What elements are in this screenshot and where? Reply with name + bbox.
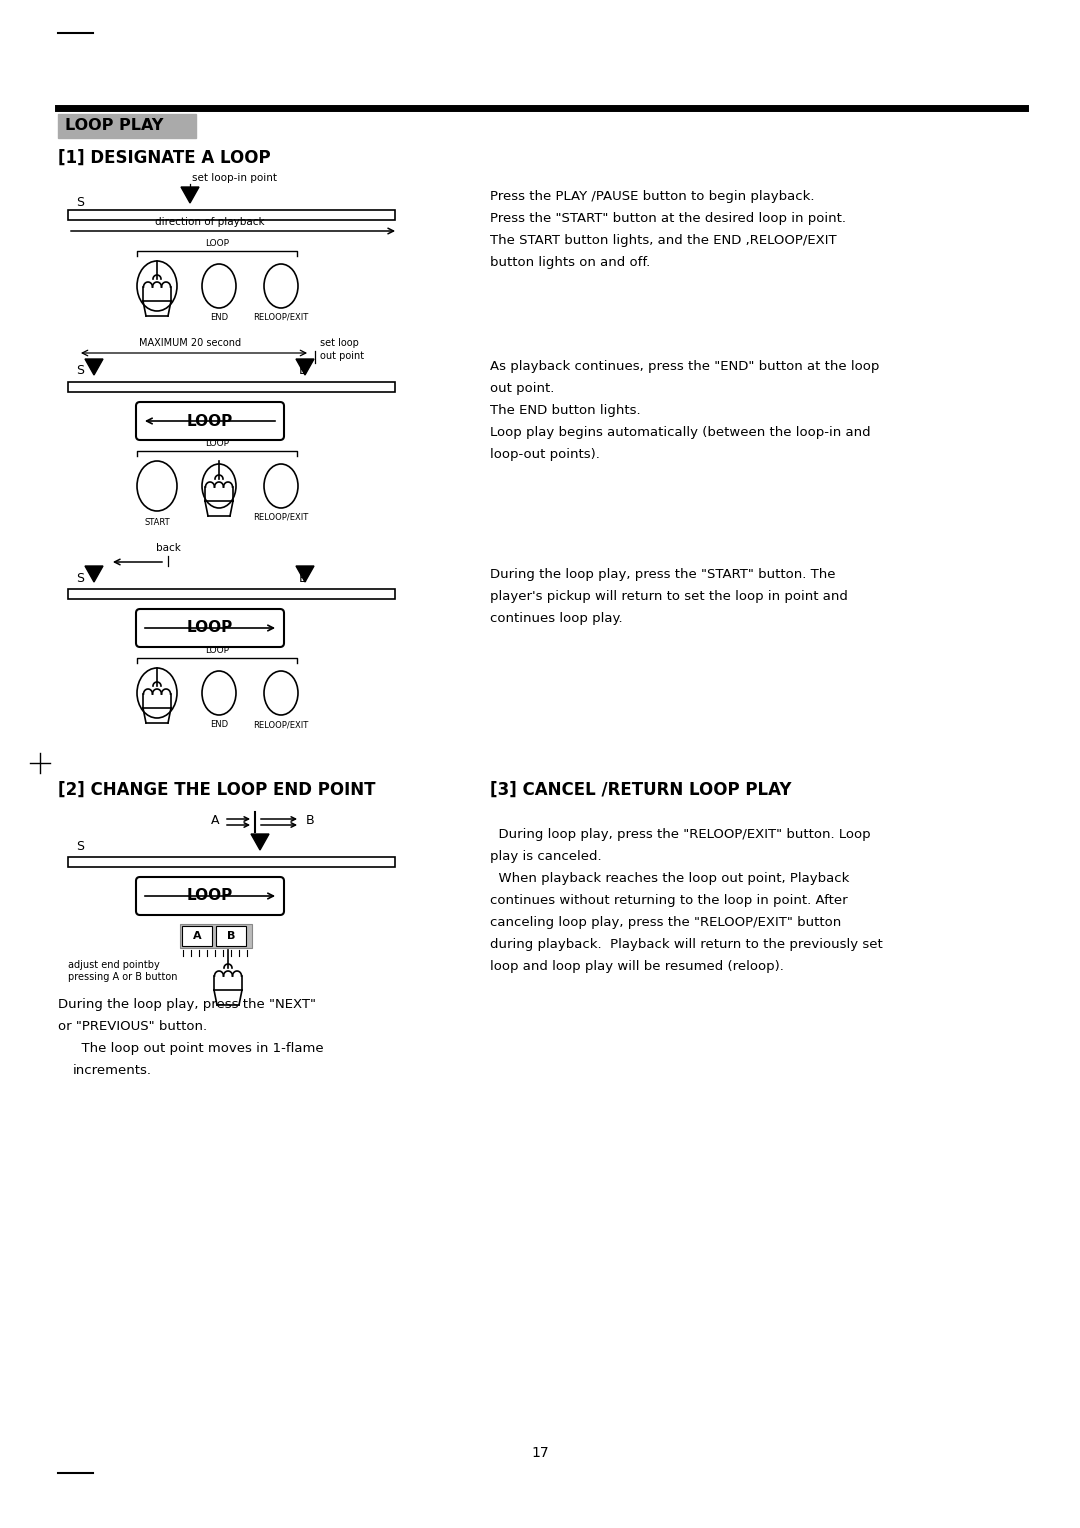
Text: During the loop play, press the "NEXT": During the loop play, press the "NEXT" <box>58 998 316 1012</box>
Bar <box>216 926 246 946</box>
Polygon shape <box>251 834 269 850</box>
Text: increments.: increments. <box>73 1063 152 1077</box>
Text: RELOOP/EXIT: RELOOP/EXIT <box>254 313 309 322</box>
FancyBboxPatch shape <box>136 877 284 915</box>
Text: [3] CANCEL /RETURN LOOP PLAY: [3] CANCEL /RETURN LOOP PLAY <box>490 781 792 799</box>
Text: direction of playback: direction of playback <box>156 217 265 228</box>
Bar <box>68 857 395 866</box>
Text: E: E <box>299 365 307 377</box>
Text: RELOOP/EXIT: RELOOP/EXIT <box>254 513 309 523</box>
Ellipse shape <box>137 668 177 718</box>
Bar <box>68 588 395 599</box>
Text: The loop out point moves in 1-flame: The loop out point moves in 1-flame <box>73 1042 324 1054</box>
Text: continues loop play.: continues loop play. <box>490 613 623 625</box>
Bar <box>68 209 395 220</box>
Text: END: END <box>210 720 228 729</box>
Text: START: START <box>145 518 170 527</box>
Text: Loop play begins automatically (between the loop-in and: Loop play begins automatically (between … <box>490 426 870 439</box>
Text: S: S <box>76 571 84 585</box>
Polygon shape <box>296 359 314 374</box>
Text: During the loop play, press the "START" button. The: During the loop play, press the "START" … <box>490 568 836 581</box>
Text: [2] CHANGE THE LOOP END POINT: [2] CHANGE THE LOOP END POINT <box>58 781 376 799</box>
Text: out point.: out point. <box>490 382 554 396</box>
Text: play is canceled.: play is canceled. <box>490 850 602 863</box>
Text: LOOP: LOOP <box>205 439 229 448</box>
Ellipse shape <box>202 264 237 309</box>
Text: continues without returning to the loop in point. After: continues without returning to the loop … <box>490 894 848 908</box>
Bar <box>58 115 195 138</box>
Text: canceling loop play, press the "RELOOP/EXIT" button: canceling loop play, press the "RELOOP/E… <box>490 915 841 929</box>
Text: B: B <box>227 931 235 941</box>
Text: pressing A or B button: pressing A or B button <box>68 972 177 983</box>
Text: LOOP: LOOP <box>187 414 233 428</box>
Text: or "PREVIOUS" button.: or "PREVIOUS" button. <box>58 1021 207 1033</box>
Polygon shape <box>296 565 314 582</box>
Text: player's pickup will return to set the loop in point and: player's pickup will return to set the l… <box>490 590 848 604</box>
Ellipse shape <box>264 465 298 507</box>
Text: E: E <box>299 571 307 585</box>
Text: LOOP: LOOP <box>187 620 233 636</box>
Ellipse shape <box>264 264 298 309</box>
FancyBboxPatch shape <box>136 610 284 646</box>
Text: during playback.  Playback will return to the previously set: during playback. Playback will return to… <box>490 938 882 950</box>
Text: LOOP: LOOP <box>205 646 229 656</box>
Text: LOOP: LOOP <box>187 888 233 903</box>
Text: LOOP PLAY: LOOP PLAY <box>65 119 163 133</box>
Text: A: A <box>211 813 219 827</box>
Text: As playback continues, press the "END" button at the loop: As playback continues, press the "END" b… <box>490 361 879 373</box>
Text: loop-out points).: loop-out points). <box>490 448 599 461</box>
Ellipse shape <box>264 671 298 715</box>
Text: The START button lights, and the END ,RELOOP/EXIT: The START button lights, and the END ,RE… <box>490 234 837 248</box>
Text: S: S <box>76 197 84 209</box>
Text: 17: 17 <box>531 1445 549 1459</box>
Text: MAXIMUM 20 second: MAXIMUM 20 second <box>139 338 241 348</box>
Polygon shape <box>181 186 199 203</box>
Text: A: A <box>192 931 201 941</box>
Text: B: B <box>306 813 314 827</box>
Text: loop and loop play will be resumed (reloop).: loop and loop play will be resumed (relo… <box>490 960 784 973</box>
Ellipse shape <box>137 261 177 312</box>
Ellipse shape <box>137 461 177 510</box>
Text: When playback reaches the loop out point, Playback: When playback reaches the loop out point… <box>490 872 849 885</box>
Ellipse shape <box>202 671 237 715</box>
Text: During loop play, press the "RELOOP/EXIT" button. Loop: During loop play, press the "RELOOP/EXIT… <box>490 828 870 840</box>
Text: Press the "START" button at the desired loop in point.: Press the "START" button at the desired … <box>490 212 846 225</box>
FancyBboxPatch shape <box>136 402 284 440</box>
Text: set loop-in point: set loop-in point <box>192 173 276 183</box>
Text: back: back <box>156 542 180 553</box>
Text: END: END <box>210 313 228 322</box>
Polygon shape <box>85 565 103 582</box>
Ellipse shape <box>202 465 237 507</box>
Text: [1] DESIGNATE A LOOP: [1] DESIGNATE A LOOP <box>58 150 271 167</box>
Text: button lights on and off.: button lights on and off. <box>490 257 650 269</box>
Text: set loop: set loop <box>320 338 359 348</box>
Text: adjust end pointby: adjust end pointby <box>68 960 160 970</box>
Text: The END button lights.: The END button lights. <box>490 403 640 417</box>
Text: LOOP: LOOP <box>205 238 229 248</box>
Text: Press the PLAY /PAUSE button to begin playback.: Press the PLAY /PAUSE button to begin pl… <box>490 189 814 203</box>
Polygon shape <box>85 359 103 374</box>
Text: S: S <box>76 839 84 853</box>
Bar <box>180 924 252 947</box>
Text: out point: out point <box>320 351 364 361</box>
Text: RELOOP/EXIT: RELOOP/EXIT <box>254 720 309 729</box>
Text: S: S <box>76 365 84 377</box>
Bar <box>183 926 212 946</box>
Bar <box>68 382 395 393</box>
